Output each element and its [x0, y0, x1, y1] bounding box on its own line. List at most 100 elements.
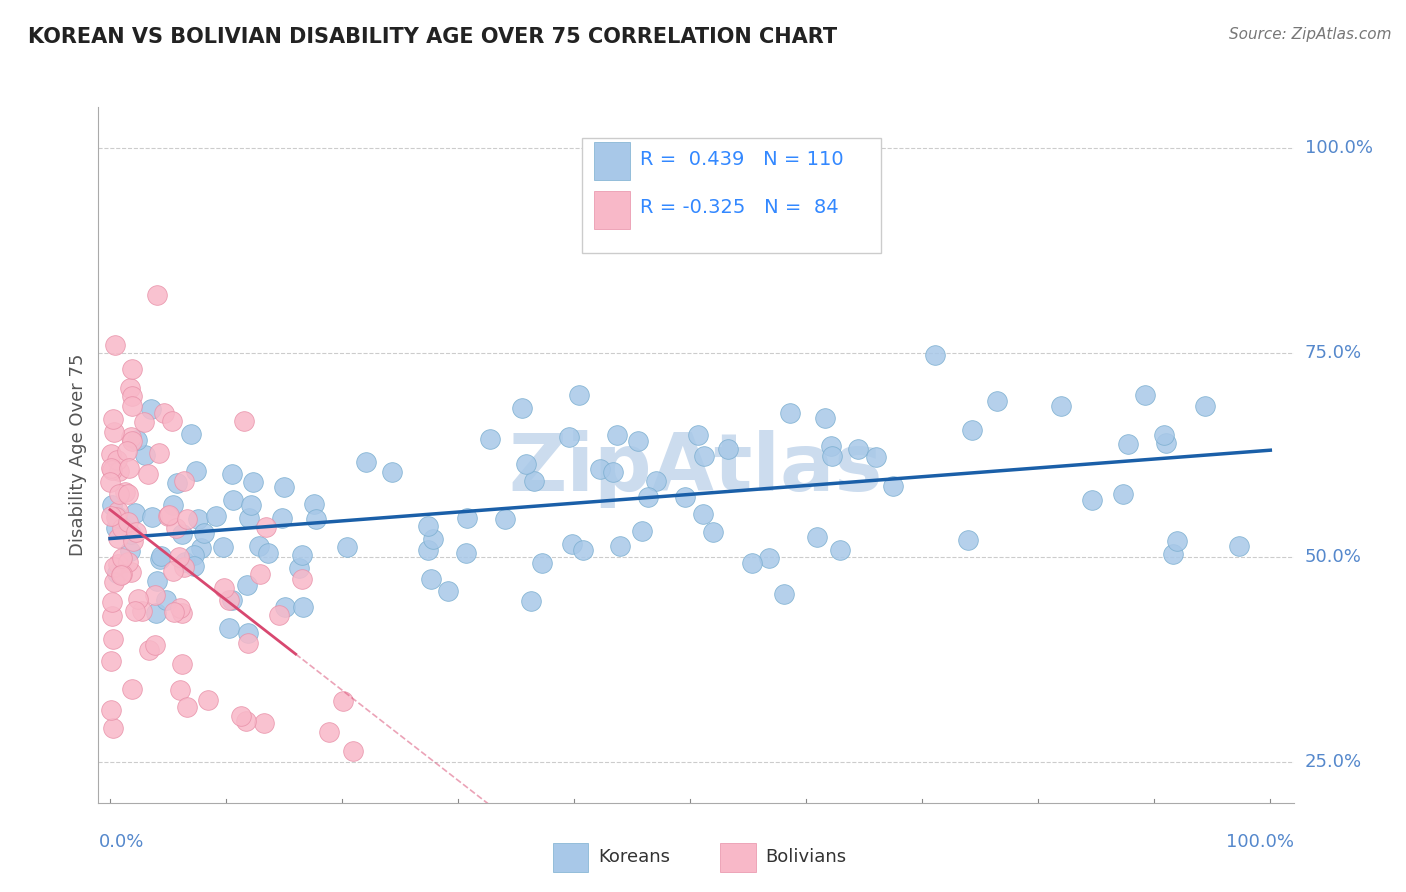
Point [100, 703, 122, 717]
Point [1153, 427, 1175, 442]
Point [132, 415, 155, 429]
Point [120, 565, 142, 579]
Point [121, 399, 143, 413]
Point [111, 551, 134, 566]
Point [141, 509, 163, 524]
Text: 75.0%: 75.0% [1305, 343, 1362, 361]
Text: Koreans: Koreans [598, 848, 671, 866]
Point [318, 725, 340, 739]
Point [120, 430, 142, 444]
Point [153, 406, 176, 420]
Point [114, 485, 136, 500]
Point [236, 636, 259, 650]
Point [1118, 437, 1140, 451]
Point [523, 474, 546, 488]
Point [146, 288, 169, 302]
Point [420, 572, 443, 586]
Point [253, 715, 276, 730]
Text: 50.0%: 50.0% [1305, 549, 1361, 566]
Point [568, 388, 591, 402]
Point [162, 564, 184, 578]
Point [741, 556, 763, 570]
Point [821, 449, 844, 463]
Point [124, 604, 146, 618]
Point [956, 533, 979, 547]
Point [103, 560, 125, 574]
Point [236, 578, 259, 592]
Point [1111, 487, 1133, 501]
Point [218, 621, 240, 635]
Point [193, 526, 215, 541]
Point [924, 348, 946, 362]
Point [418, 519, 440, 533]
Point [100, 447, 122, 461]
Point [960, 424, 983, 438]
Point [124, 506, 146, 520]
Point [108, 486, 131, 500]
Point [336, 540, 359, 554]
Point [494, 512, 516, 526]
Point [510, 401, 533, 416]
Point [105, 453, 128, 467]
Point [120, 526, 142, 541]
Point [561, 537, 583, 551]
Point [693, 449, 716, 463]
Point [558, 430, 581, 444]
Point [287, 561, 309, 575]
Point [157, 508, 180, 523]
Text: ZipAtlas: ZipAtlas [509, 430, 883, 508]
Point [820, 439, 842, 453]
Point [100, 654, 122, 668]
Point [271, 510, 294, 524]
Point [173, 555, 195, 569]
Point [111, 520, 134, 534]
Point [806, 530, 828, 544]
Point [107, 557, 129, 571]
Point [155, 593, 177, 607]
Point [121, 361, 143, 376]
Point [131, 604, 153, 618]
Point [256, 545, 278, 559]
Point [163, 605, 186, 619]
Point [108, 464, 131, 478]
Bar [720, 843, 756, 872]
Point [110, 567, 132, 582]
Point [187, 512, 209, 526]
Point [1135, 388, 1157, 402]
Point [127, 591, 149, 606]
Point [149, 549, 172, 564]
Point [572, 542, 595, 557]
Text: 25.0%: 25.0% [1305, 753, 1362, 771]
Bar [595, 142, 630, 180]
Point [173, 560, 195, 574]
Text: KOREAN VS BOLIVIAN DISABILITY AGE OVER 75 CORRELATION CHART: KOREAN VS BOLIVIAN DISABILITY AGE OVER 7… [28, 27, 837, 46]
Point [273, 480, 295, 494]
Point [121, 681, 143, 696]
Point [145, 588, 167, 602]
Point [1227, 539, 1250, 553]
Point [882, 479, 904, 493]
Point [637, 491, 659, 505]
Point [101, 722, 124, 736]
Point [437, 584, 460, 599]
Point [235, 714, 257, 729]
Text: 100.0%: 100.0% [1305, 139, 1372, 157]
Bar [595, 191, 630, 229]
Point [644, 474, 666, 488]
Point [236, 626, 259, 640]
Point [100, 508, 122, 523]
Point [515, 457, 537, 471]
Point [169, 683, 191, 698]
Point [107, 531, 129, 545]
Point [120, 381, 142, 395]
Point [117, 515, 139, 529]
Point [242, 475, 264, 489]
Text: 100.0%: 100.0% [1226, 833, 1294, 851]
Point [520, 594, 543, 608]
Point [176, 700, 198, 714]
Point [172, 657, 194, 671]
Point [588, 462, 610, 476]
Point [169, 600, 191, 615]
Point [183, 558, 205, 573]
Point [758, 550, 780, 565]
